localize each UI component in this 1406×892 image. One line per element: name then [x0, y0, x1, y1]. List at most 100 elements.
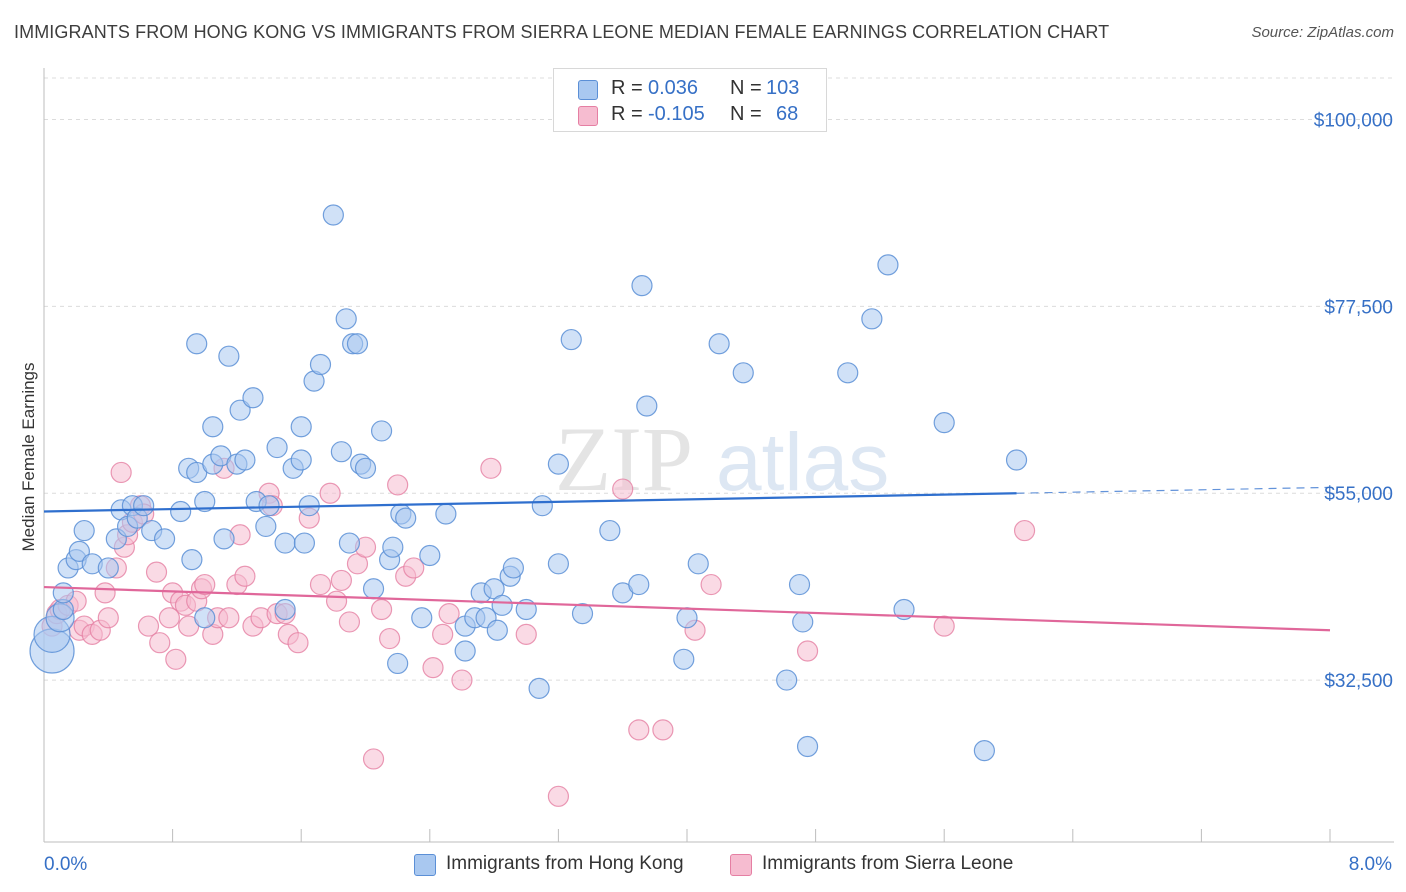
- hong-kong-point: [788, 573, 811, 596]
- hong-kong-point: [560, 328, 582, 351]
- hong-kong-point: [218, 345, 240, 367]
- hong-kong-point: [213, 528, 235, 550]
- hong-kong-point: [528, 677, 550, 699]
- hong-kong-point: [346, 333, 369, 355]
- sierra-leone-point: [149, 632, 171, 654]
- sierra-leone-point: [379, 627, 401, 650]
- hong-kong-point: [255, 515, 277, 538]
- sierra-leone-point: [325, 590, 348, 612]
- y-tick-label: $55,000: [1324, 484, 1393, 505]
- hong-kong-point: [861, 308, 883, 330]
- sierra-leone-point: [309, 573, 332, 596]
- sierra-leone-point: [933, 615, 955, 637]
- hong-kong-point: [676, 607, 698, 629]
- sierra-leone-swatch: [578, 106, 598, 126]
- sierra-leone-point: [432, 623, 454, 645]
- hong-kong-point: [194, 607, 216, 629]
- hong-kong-point: [673, 648, 695, 670]
- hong-kong-point: [170, 500, 192, 523]
- sierra-leone-point: [97, 607, 119, 629]
- sierra-leone-point: [218, 607, 240, 629]
- legend-r-label: R =: [611, 103, 643, 125]
- hong-kong-point: [387, 652, 409, 675]
- hong-kong-point: [454, 640, 476, 662]
- sierra-leone-point: [287, 632, 309, 654]
- hong-kong-trend-extension: [1016, 486, 1331, 494]
- hong-kong-swatch: [578, 80, 598, 100]
- hong-kong-point: [309, 353, 332, 376]
- hong-kong-point: [52, 582, 74, 604]
- hong-kong-point: [338, 532, 361, 554]
- sierra-leone-point: [438, 603, 460, 625]
- sierra-leone-point: [700, 573, 722, 596]
- hong-kong-point: [382, 536, 404, 558]
- sierra-leone-point: [422, 657, 444, 679]
- hong-kong-point: [258, 495, 280, 517]
- hong-kong-point: [322, 204, 344, 226]
- hong-kong-point: [1005, 449, 1028, 471]
- hong-kong-point: [153, 528, 176, 550]
- hong-kong-point: [547, 553, 570, 575]
- tick-labels: $32,500 $55,000 $77,500 $100,000 0.0% 8.0%: [44, 111, 1393, 875]
- hong-kong-point: [435, 503, 457, 525]
- hong-kong-legend-swatch: [414, 854, 436, 876]
- hong-kong-point: [274, 598, 296, 621]
- axis-layer: [43, 68, 1394, 843]
- sierra-leone-point: [547, 785, 570, 807]
- hong-kong-point: [486, 619, 508, 641]
- hong-kong-point: [547, 453, 570, 475]
- hong-kong-point: [362, 578, 385, 600]
- sierra-leone-point: [137, 615, 160, 637]
- hong-kong-point: [293, 532, 316, 554]
- hong-kong-point: [877, 254, 899, 276]
- sierra-leone-point: [158, 607, 180, 629]
- hong-kong-points: [29, 204, 1028, 762]
- hong-kong-point: [571, 603, 594, 625]
- hong-kong-point: [973, 740, 995, 762]
- legend-r-value: 0.036: [648, 77, 699, 99]
- hong-kong-point: [687, 553, 709, 575]
- hong-kong-point: [97, 557, 119, 579]
- sierra-leone-point: [1013, 519, 1036, 542]
- sierra-leone-legend-swatch: [730, 854, 752, 876]
- sierra-leone-point: [652, 719, 674, 741]
- hong-kong-point: [202, 416, 224, 438]
- hong-kong-point: [290, 449, 312, 471]
- sierra-leone-point: [480, 457, 502, 479]
- hong-kong-point: [732, 362, 754, 384]
- sierra-leone-point: [796, 640, 819, 662]
- sierra-leone-trend-line: [43, 585, 1331, 632]
- sierra-leone-point: [194, 573, 216, 596]
- hong-kong-point: [411, 607, 433, 629]
- hong-kong-point: [792, 611, 814, 633]
- sierra-leone-point: [330, 569, 352, 592]
- sierra-leone-point: [234, 565, 256, 587]
- sierra-leone-point: [145, 561, 168, 583]
- sierra-leone-point: [319, 482, 341, 504]
- sierra-leone-point: [612, 478, 634, 500]
- sierra-leone-legend-label: Immigrants from Sierra Leone: [762, 853, 1014, 874]
- y-axis-title: Median Female Earnings: [19, 363, 38, 552]
- hong-kong-point: [628, 573, 650, 596]
- source-label: Source: ZipAtlas.com: [1251, 24, 1394, 41]
- hong-kong-point: [599, 519, 621, 542]
- legend-n-value: 103: [766, 77, 800, 99]
- sierra-leone-point: [165, 648, 187, 670]
- hong-kong-point: [395, 507, 417, 529]
- hong-kong-point: [419, 544, 441, 567]
- hong-kong-point: [266, 436, 288, 459]
- hong-kong-point: [776, 669, 798, 691]
- watermark-atlas: atlas: [716, 417, 889, 508]
- hong-kong-point: [73, 519, 95, 542]
- y-tick-label: $32,500: [1324, 671, 1393, 692]
- sierra-leone-point: [403, 557, 425, 579]
- trend-lines: [43, 486, 1331, 632]
- hong-kong-point: [242, 387, 264, 409]
- x-tick-label: 0.0%: [44, 854, 87, 875]
- y-tick-label: $100,000: [1314, 111, 1393, 132]
- sierra-leone-point: [94, 582, 116, 604]
- correlation-legend: R = 0.036 N = 103 R = -0.105 N = 68: [553, 68, 827, 132]
- hong-kong-point: [636, 395, 658, 417]
- hong-kong-point: [370, 420, 393, 442]
